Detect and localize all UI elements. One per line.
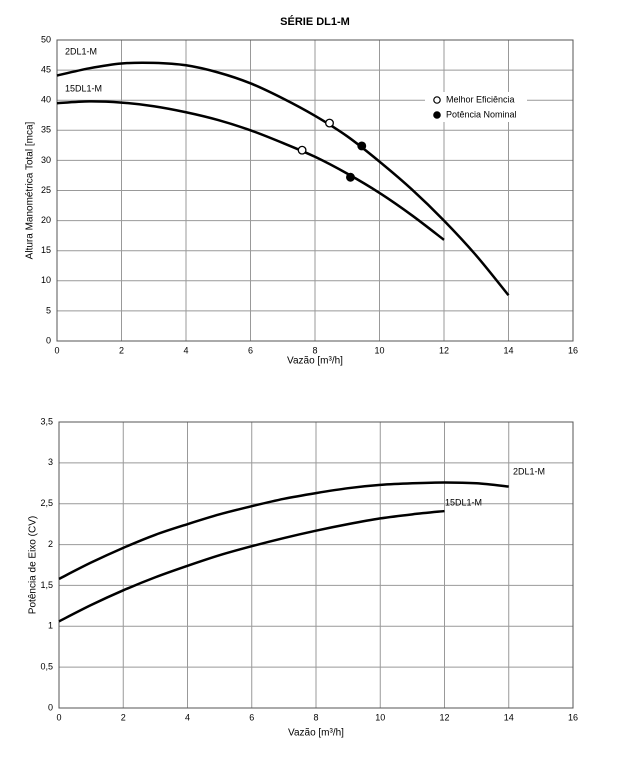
marker [346, 172, 355, 182]
marker [297, 145, 307, 155]
x-tick-label: 10 [374, 345, 384, 355]
x-tick-label: 6 [249, 712, 254, 722]
y-tick-label: 30 [41, 155, 51, 165]
y-tick-label: 50 [41, 34, 51, 44]
x-axis-label: Vazão [m³/h] [287, 356, 343, 367]
y-tick-label: 3 [48, 457, 53, 467]
x-tick-label: 16 [568, 712, 578, 722]
series-line [58, 481, 509, 581]
x-tick-label: 8 [312, 345, 317, 355]
y-tick-label: 0 [46, 335, 51, 345]
x-tick-label: 14 [504, 712, 514, 722]
legend-label: Potência Nominal [446, 109, 517, 119]
y-tick-label: 15 [41, 245, 51, 255]
series-line [56, 100, 445, 241]
y-tick-label: 0,5 [40, 662, 53, 672]
legend-label: Melhor Eficiência [446, 94, 515, 104]
x-tick-label: 6 [248, 345, 253, 355]
x-tick-label: 4 [183, 345, 188, 355]
series-line [56, 61, 510, 297]
y-tick-label: 0 [48, 702, 53, 712]
y-tick-label: 40 [41, 95, 51, 105]
x-tick-label: 10 [375, 712, 385, 722]
legend-box [425, 92, 527, 122]
x-tick-label: 0 [56, 712, 61, 722]
y-tick-label: 1,5 [40, 580, 53, 590]
marker [357, 141, 367, 151]
marker [325, 118, 334, 128]
y-tick-label: 3,5 [40, 416, 53, 426]
series-label: 2DL1-M [513, 466, 545, 476]
legend-marker [433, 111, 441, 119]
x-tick-label: 2 [121, 712, 126, 722]
y-tick-label: 25 [41, 185, 51, 195]
plot-frame [56, 39, 574, 342]
x-tick-label: 0 [54, 345, 59, 355]
y-tick-label: 10 [41, 275, 51, 285]
y-tick-label: 2,5 [40, 498, 53, 508]
x-tick-label: 8 [313, 712, 318, 722]
y-tick-label: 35 [41, 125, 51, 135]
x-tick-label: 2 [119, 345, 124, 355]
chart-title: SÉRIE DL1-M [280, 15, 350, 28]
y-axis-label: Altura Manométrica Total [mca] [25, 121, 36, 259]
x-tick-label: 14 [503, 345, 513, 355]
series-label: 2DL1-M [65, 46, 97, 56]
y-tick-label: 5 [46, 305, 51, 315]
x-tick-label: 12 [439, 712, 449, 722]
series-label: 15DL1-M [65, 83, 102, 93]
x-tick-label: 16 [568, 345, 578, 355]
series-label: 15DL1-M [445, 497, 482, 507]
y-tick-label: 1 [48, 621, 53, 631]
legend-marker [433, 96, 441, 104]
y-tick-label: 45 [41, 64, 51, 74]
y-tick-label: 20 [41, 215, 51, 225]
x-tick-label: 4 [185, 712, 190, 722]
y-axis-label: Potência de Eixo (CV) [28, 516, 39, 614]
plot-frame [58, 421, 574, 709]
series-line [58, 509, 445, 623]
x-tick-label: 12 [439, 345, 449, 355]
x-axis-label: Vazão [m³/h] [288, 728, 344, 739]
y-tick-label: 2 [48, 539, 53, 549]
